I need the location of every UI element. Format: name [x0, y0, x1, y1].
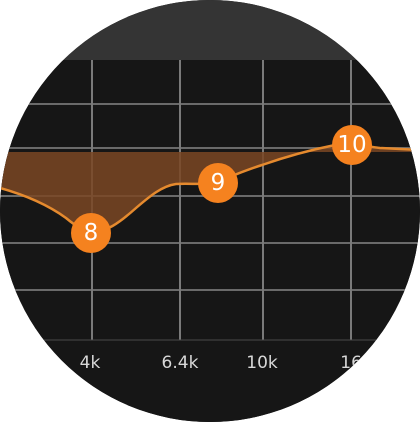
band-node-9[interactable]: 9 [198, 163, 238, 203]
vertical-gridlines [91, 60, 352, 340]
frequency-label-10k: 10k [246, 353, 278, 373]
band-node-8-handle[interactable] [71, 213, 111, 253]
band-node-9-number: 9 [211, 170, 226, 196]
band-node-10-handle[interactable] [332, 125, 372, 165]
frequency-label-4k: 4k [79, 353, 101, 373]
graph-top-panel [0, 0, 420, 60]
frequency-label-6-4k: 6.4k [161, 353, 199, 373]
band-node-8[interactable]: 8 [71, 213, 111, 253]
frequency-label-16k: 16k [340, 353, 372, 373]
band-node-8-number: 8 [84, 220, 99, 246]
band-node-10[interactable]: 10 [332, 125, 372, 165]
band-node-10-number: 10 [337, 132, 366, 158]
eq-curve-fill [0, 144, 420, 232]
band-node-9-handle[interactable] [198, 163, 238, 203]
